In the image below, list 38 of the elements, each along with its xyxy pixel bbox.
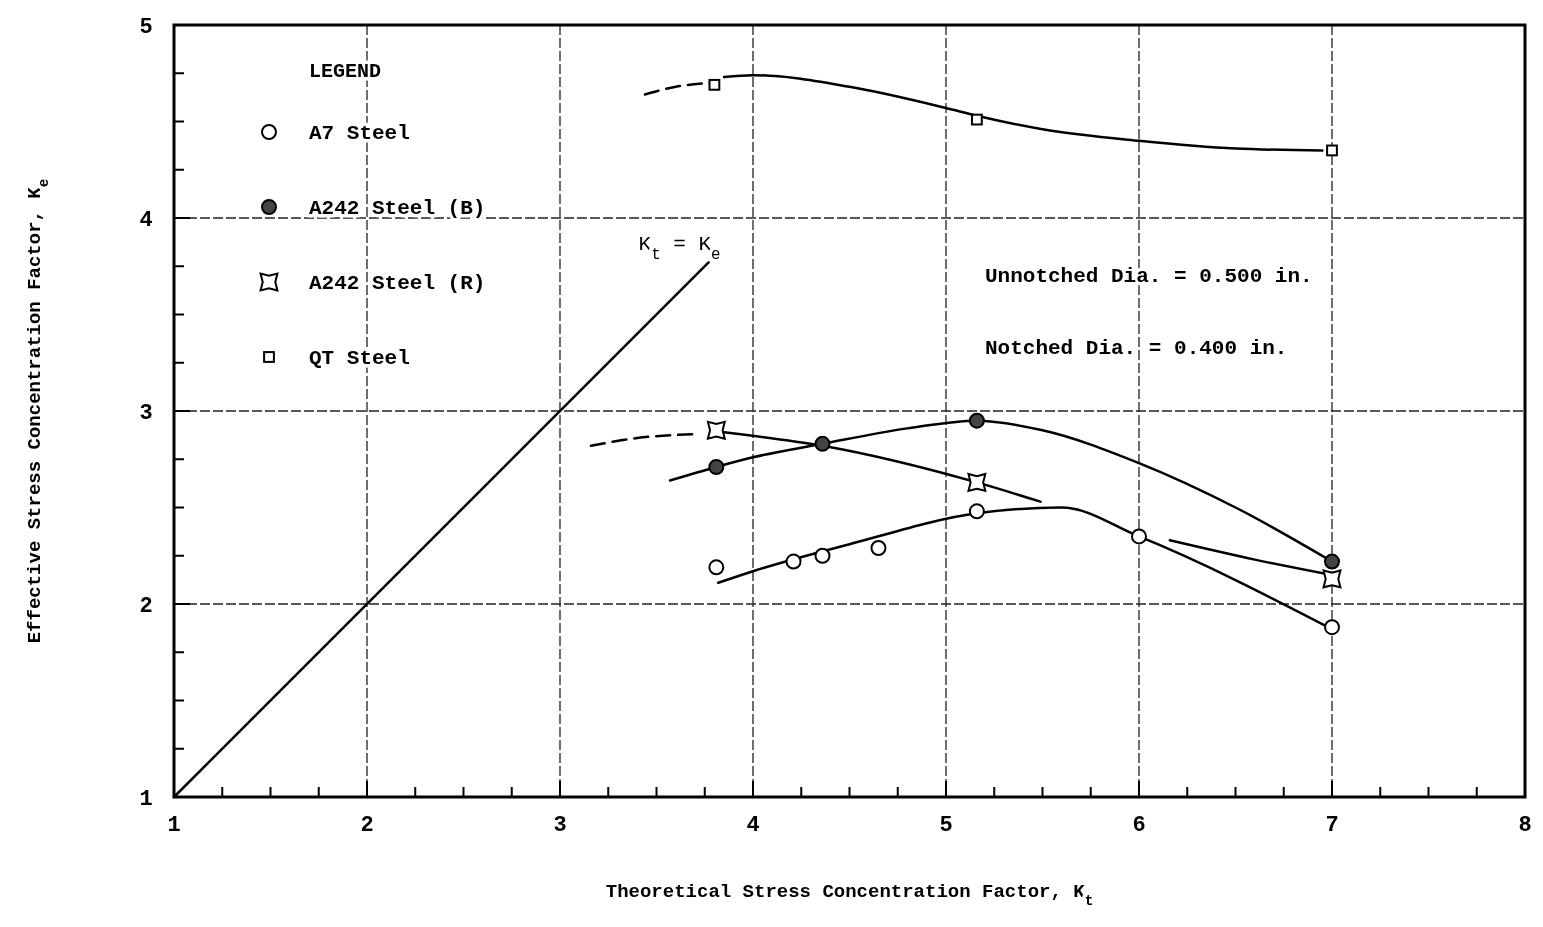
point: [814, 435, 831, 452]
point: [708, 559, 725, 576]
point: [785, 553, 802, 570]
point: [967, 473, 987, 492]
point: [708, 78, 721, 91]
x-tick-label: 4: [746, 813, 760, 838]
x-tick-label: 1: [167, 813, 181, 838]
point: [1324, 619, 1340, 636]
legend-title: LEGEND: [309, 60, 382, 83]
point: [1322, 569, 1342, 589]
point: [970, 113, 983, 126]
y-tick-label: 1: [139, 787, 153, 812]
x-tick-label: 2: [360, 813, 374, 838]
y-tick-label: 3: [139, 401, 153, 426]
point: [870, 540, 887, 557]
point: [708, 458, 725, 475]
annotation: K$_{t}$ = K$_{e}$: [638, 233, 721, 265]
x-tick-label: 6: [1132, 813, 1146, 838]
legend-label: A242 Steel (B): [309, 197, 486, 220]
point: [1324, 553, 1340, 570]
annotation: Notched Dia. = 0.400 in.: [985, 337, 1288, 360]
line-series: [722, 73, 1324, 152]
x-tick-label: 3: [553, 813, 567, 838]
legend-label: QT Steel: [309, 347, 410, 370]
y-tick-label: 5: [139, 15, 153, 40]
point: [814, 547, 831, 564]
x-tick-label: 7: [1325, 813, 1339, 838]
y-tick-label: 2: [139, 594, 153, 619]
x-tick-label: 8: [1518, 813, 1532, 838]
legend-label: A242 Steel (R): [309, 272, 486, 295]
y-tick-label: 4: [139, 208, 153, 233]
point: [1326, 144, 1338, 157]
point: [706, 420, 726, 440]
x-tick-label: 5: [939, 813, 953, 838]
point: [968, 412, 985, 429]
x-axis-title: Theoretical Stress Concentration Factor, K$_{t}$: [605, 881, 1094, 909]
point: [1131, 528, 1147, 545]
point: [968, 503, 985, 520]
